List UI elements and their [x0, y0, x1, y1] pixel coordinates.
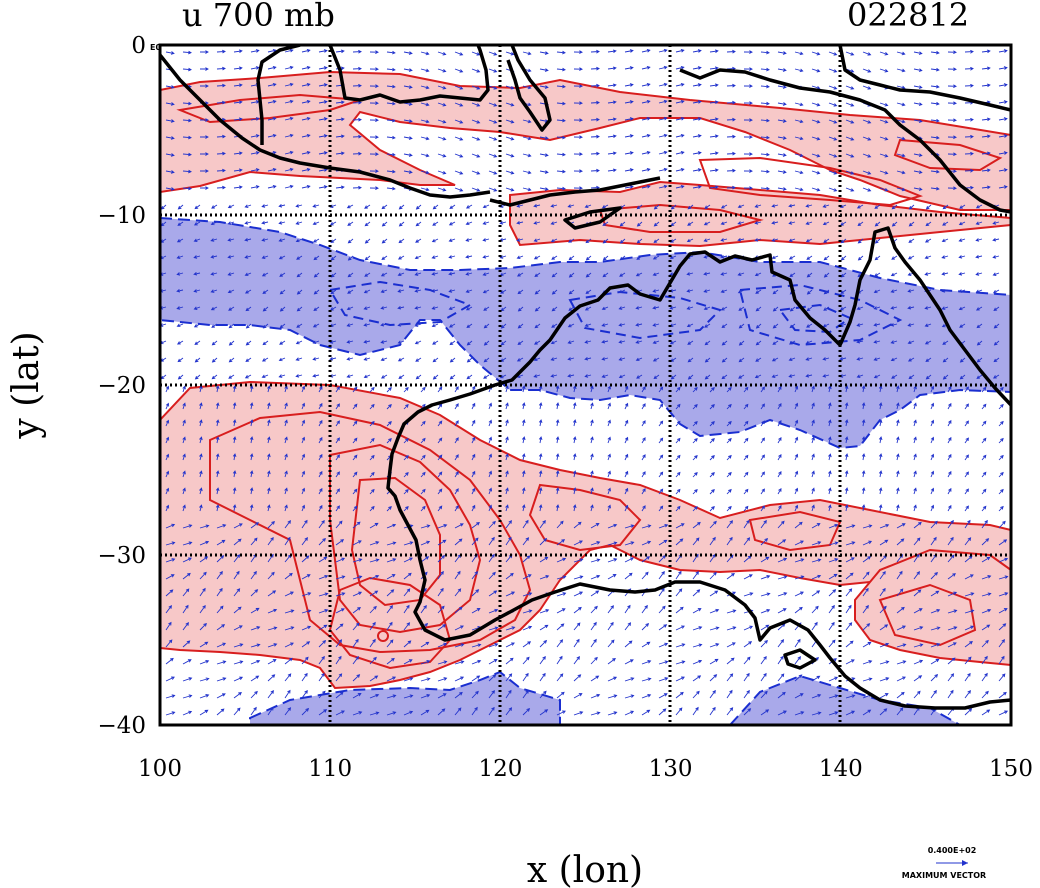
y-tick-labels: 0 −10 −20 −30 −40: [97, 33, 146, 739]
y-axis-label: y (lat): [6, 331, 47, 439]
java-coast: [160, 53, 491, 199]
sulawesi-coast: [506, 45, 552, 132]
papua-north: [838, 45, 1011, 112]
negative-region-south-west: [249, 670, 561, 725]
plot-date: 022812: [847, 0, 969, 34]
plot-frame: [158, 43, 1013, 727]
x-tick-label: 150: [989, 756, 1033, 782]
lesser-sunda-islands: [489, 176, 661, 207]
x-tick-label: 100: [138, 756, 182, 782]
x-axis-label: x (lon): [527, 850, 643, 888]
map-area: [160, 45, 1011, 725]
plot-title: u 700 mb: [182, 0, 335, 34]
y-tick-label: −30: [97, 543, 146, 569]
wind-vectors: [160, 48, 1009, 716]
x-tick-label: 120: [478, 756, 522, 782]
y-tick-label: 0: [131, 33, 146, 59]
vector-key-label: MAXIMUM VECTOR: [902, 871, 986, 880]
negative-region-south-east: [728, 674, 963, 725]
y-tick-label: −40: [97, 713, 146, 739]
x-tick-label: 130: [649, 756, 693, 782]
coastlines: [160, 45, 1011, 710]
corner-tag: E0: [150, 43, 161, 52]
papua-coast: [679, 68, 1011, 214]
vector-key: 0.400E+02 MAXIMUM VECTOR: [902, 846, 986, 880]
negative-u-regions: [160, 216, 1011, 725]
vector-arrows: [160, 48, 1009, 716]
australia-coast: [386, 226, 1011, 710]
vector-key-value: 0.400E+02: [928, 846, 977, 855]
tasmania: [783, 648, 817, 670]
y-tick-label: −20: [97, 373, 146, 399]
x-tick-label: 140: [819, 756, 863, 782]
sumatra-borneo-coast: [256, 45, 301, 145]
positive-region-south-east: [854, 548, 1011, 667]
borneo-coast: [328, 45, 490, 104]
negative-region-tropical: [160, 216, 1011, 450]
x-tick-labels: 100 110 120 130 140 150: [138, 756, 1033, 782]
grid-lines: [160, 45, 1011, 725]
y-tick-label: −10: [97, 203, 146, 229]
x-tick-label: 110: [308, 756, 352, 782]
